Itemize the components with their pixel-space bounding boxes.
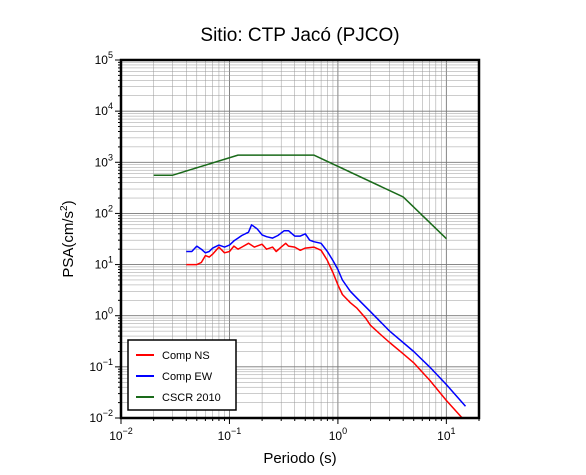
- chart-title: Sitio: CTP Jacó (PJCO): [200, 25, 399, 46]
- y-tick-label-base: 10: [89, 411, 103, 425]
- y-tick-label: 104: [95, 101, 113, 118]
- y-tick-label-base: 10: [95, 206, 109, 220]
- y-tick-label-base: 10: [95, 258, 109, 272]
- x-tick-label-exp: −2: [123, 426, 133, 436]
- y-tick-label-exp: 0: [108, 306, 113, 316]
- ticks: [115, 59, 480, 424]
- x-tick-label-exp: 1: [451, 426, 456, 436]
- y-axis-title-base: PSA(cm/s: [60, 211, 77, 278]
- series-line-1: [186, 224, 467, 407]
- x-axis-title: Periodo (s): [263, 450, 336, 467]
- x-tick-label: 100: [329, 426, 347, 443]
- y-axis-title-end: ): [60, 200, 77, 205]
- y-tick-label: 100: [95, 306, 113, 323]
- y-axis-title-sup: 2: [59, 205, 70, 211]
- plot-frame: [119, 58, 481, 420]
- y-tick-label-base: 10: [95, 104, 109, 118]
- y-tick-label-exp: 2: [108, 203, 113, 213]
- y-tick-label-exp: 4: [108, 101, 113, 111]
- x-tick-label: 101: [437, 426, 455, 443]
- grid: [120, 59, 480, 419]
- x-tick-label-exp: −1: [231, 426, 241, 436]
- y-tick-label-exp: −2: [103, 408, 113, 418]
- x-tick-label: 10−2: [109, 426, 133, 443]
- y-tick-label-base: 10: [95, 309, 109, 323]
- x-tick-label-base: 10: [437, 429, 451, 443]
- y-tick-label: 105: [95, 50, 113, 67]
- y-tick-label: 103: [95, 152, 113, 169]
- y-tick-label-exp: −1: [103, 357, 113, 367]
- legend: Comp NS Comp EW CSCR 2010: [127, 339, 237, 411]
- y-tick-label: 102: [95, 203, 113, 220]
- legend-label: Comp EW: [162, 371, 213, 383]
- series-layer: [153, 154, 467, 419]
- y-tick-label: 10−1: [89, 357, 113, 374]
- x-tick-label: 10−1: [218, 426, 242, 443]
- y-tick-label-exp: 3: [108, 152, 113, 162]
- x-tick-label-exp: 0: [342, 426, 347, 436]
- legend-items: Comp NS Comp EW CSCR 2010: [136, 350, 221, 404]
- y-tick-label-exp: 1: [108, 255, 113, 265]
- y-tick-label-base: 10: [89, 360, 103, 374]
- y-tick-label-base: 10: [95, 155, 109, 169]
- series-line-2: [153, 154, 447, 240]
- series-line-0: [186, 242, 463, 419]
- legend-label: Comp NS: [162, 350, 210, 362]
- x-tick-label-base: 10: [218, 429, 232, 443]
- x-tick-label-base: 10: [109, 429, 123, 443]
- x-tick-label-base: 10: [329, 429, 343, 443]
- legend-label: CSCR 2010: [162, 392, 221, 404]
- y-tick-label-exp: 5: [108, 50, 113, 60]
- y-tick-label-base: 10: [95, 53, 109, 67]
- y-tick-label: 101: [95, 255, 113, 272]
- y-axis-title: PSA(cm/s2): [59, 200, 77, 277]
- y-tick-label: 10−2: [89, 408, 113, 425]
